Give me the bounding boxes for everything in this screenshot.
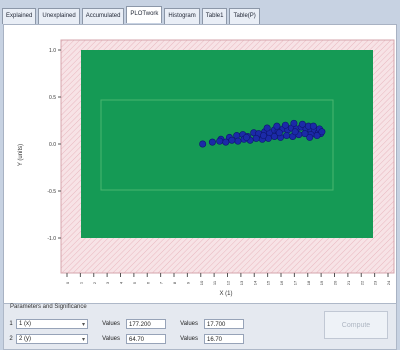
data-point bbox=[233, 132, 241, 140]
y-tick-label: 1.0 bbox=[49, 48, 56, 54]
data-point bbox=[222, 138, 230, 146]
tab-table-p-[interactable]: Table(P) bbox=[229, 8, 260, 24]
x-tick-label: 9 bbox=[185, 281, 190, 284]
x-axis: 0 1 2 3 4 5 6 7 8 9 10 11 12 13 14 15 16 17 18 19 20 21 22 23 24 bbox=[65, 273, 391, 285]
inner-region bbox=[100, 99, 334, 191]
x-tick-label: 6 bbox=[145, 281, 150, 284]
x-tick-label: 16 bbox=[279, 280, 284, 285]
data-point bbox=[242, 133, 250, 141]
data-point bbox=[252, 134, 260, 142]
x-tick-label: 12 bbox=[226, 280, 231, 285]
chevron-down-icon: ▾ bbox=[81, 336, 85, 343]
data-point bbox=[281, 121, 289, 129]
y-tick-label: -1.0 bbox=[47, 236, 56, 242]
scatter-chart: 1.00.50.0-0.5-1.0 0 1 2 3 4 5 6 7 8 9 10 11 12 13 14 15… bbox=[18, 39, 395, 297]
value-field-b[interactable]: 17.700 bbox=[204, 319, 244, 329]
data-point bbox=[290, 119, 298, 127]
select-value: 1 (x) bbox=[19, 321, 31, 327]
y-axis-label: Y (units) bbox=[18, 144, 24, 166]
tab-histogram[interactable]: Histogram bbox=[164, 8, 200, 24]
y-tick-label: 0.5 bbox=[49, 95, 56, 101]
data-point bbox=[208, 138, 216, 146]
x-tick-label: 23 bbox=[373, 280, 378, 285]
tab-accumulated[interactable]: Accumulated bbox=[81, 8, 125, 24]
data-point bbox=[228, 136, 236, 144]
y-axis: 1.0 0.5 0.0 -0.5 -1.0 bbox=[47, 48, 61, 242]
chevron-down-icon: ▾ bbox=[81, 321, 85, 328]
x-tick-label: 24 bbox=[386, 280, 391, 285]
parameters-title: Parameters and Significance bbox=[10, 304, 87, 310]
select-value: 2 (y) bbox=[19, 336, 31, 342]
x-axis-label: X (1) bbox=[219, 291, 232, 297]
row-number: 1 bbox=[9, 321, 13, 327]
data-point bbox=[216, 137, 224, 145]
param-row-2: 2 2 (y) ▾ Values 64.70 Values 16.70 bbox=[6, 333, 244, 345]
x-tick-label: 0 bbox=[65, 281, 70, 284]
x-tick-label: 20 bbox=[333, 280, 338, 285]
tab-table1[interactable]: Table1 bbox=[201, 8, 228, 24]
value-label-b: Values bbox=[180, 336, 198, 342]
x-tick-label: 22 bbox=[359, 280, 364, 285]
data-point bbox=[263, 124, 271, 132]
y-tick-label: 0.0 bbox=[49, 142, 56, 148]
param-row-1: 1 1 (x) ▾ Values 177.200 Values 17.700 bbox=[6, 318, 244, 330]
value-field-a[interactable]: 177.200 bbox=[126, 319, 166, 329]
data-point bbox=[291, 128, 299, 136]
tab-plotwork[interactable]: PLOTwork bbox=[126, 6, 163, 23]
data-point bbox=[273, 122, 281, 130]
x-tick-label: 5 bbox=[132, 281, 137, 284]
data-point bbox=[199, 140, 207, 148]
data-point bbox=[275, 129, 283, 137]
x-tick-label: 7 bbox=[159, 281, 164, 284]
tab-strip: Explained Unexplained Accumulated PLOTwork H… bbox=[2, 6, 398, 24]
data-point bbox=[306, 133, 314, 141]
x-tick-label: 14 bbox=[252, 280, 257, 285]
value-label-b: Values bbox=[180, 321, 198, 327]
plot-panel: 1.0 0.5 0.0 -0.5 -1.0 0 1 2 3 4 5 6 7 8 9 10 11 12 13 14 15… bbox=[3, 24, 397, 304]
x-tick-label: 10 bbox=[199, 280, 204, 285]
data-point bbox=[259, 132, 267, 140]
scatter-points bbox=[199, 119, 326, 148]
param-select-2[interactable]: 2 (y) ▾ bbox=[16, 334, 88, 344]
data-point bbox=[318, 128, 326, 136]
value-field-a[interactable]: 64.70 bbox=[126, 334, 166, 344]
data-point bbox=[309, 122, 317, 130]
compute-button[interactable]: Compute bbox=[324, 311, 388, 339]
row-number: 2 bbox=[9, 336, 13, 342]
x-tick-label: 15 bbox=[266, 280, 271, 285]
value-label-a: Values bbox=[102, 321, 120, 327]
value-label-a: Values bbox=[102, 336, 120, 342]
data-point bbox=[298, 120, 306, 128]
x-tick-label: 13 bbox=[239, 280, 244, 285]
x-tick-label: 2 bbox=[92, 281, 97, 284]
x-tick-label: 1 bbox=[78, 281, 83, 284]
tab-explained[interactable]: Explained bbox=[2, 8, 37, 24]
x-tick-label: 21 bbox=[346, 280, 351, 285]
tab-unexplained[interactable]: Unexplained bbox=[38, 8, 80, 24]
data-point bbox=[283, 132, 291, 140]
x-tick-label: 3 bbox=[105, 281, 110, 284]
value-field-b[interactable]: 16.70 bbox=[204, 334, 244, 344]
x-tick-label: 19 bbox=[319, 280, 324, 285]
x-tick-label: 18 bbox=[306, 280, 311, 285]
x-tick-label: 4 bbox=[119, 281, 124, 284]
y-tick-label: -0.5 bbox=[47, 189, 56, 195]
x-tick-label: 8 bbox=[172, 281, 177, 284]
param-select-1[interactable]: 1 (x) ▾ bbox=[16, 319, 88, 329]
data-point bbox=[234, 137, 242, 145]
x-tick-label: 17 bbox=[292, 280, 297, 285]
x-tick-label: 11 bbox=[212, 280, 217, 285]
